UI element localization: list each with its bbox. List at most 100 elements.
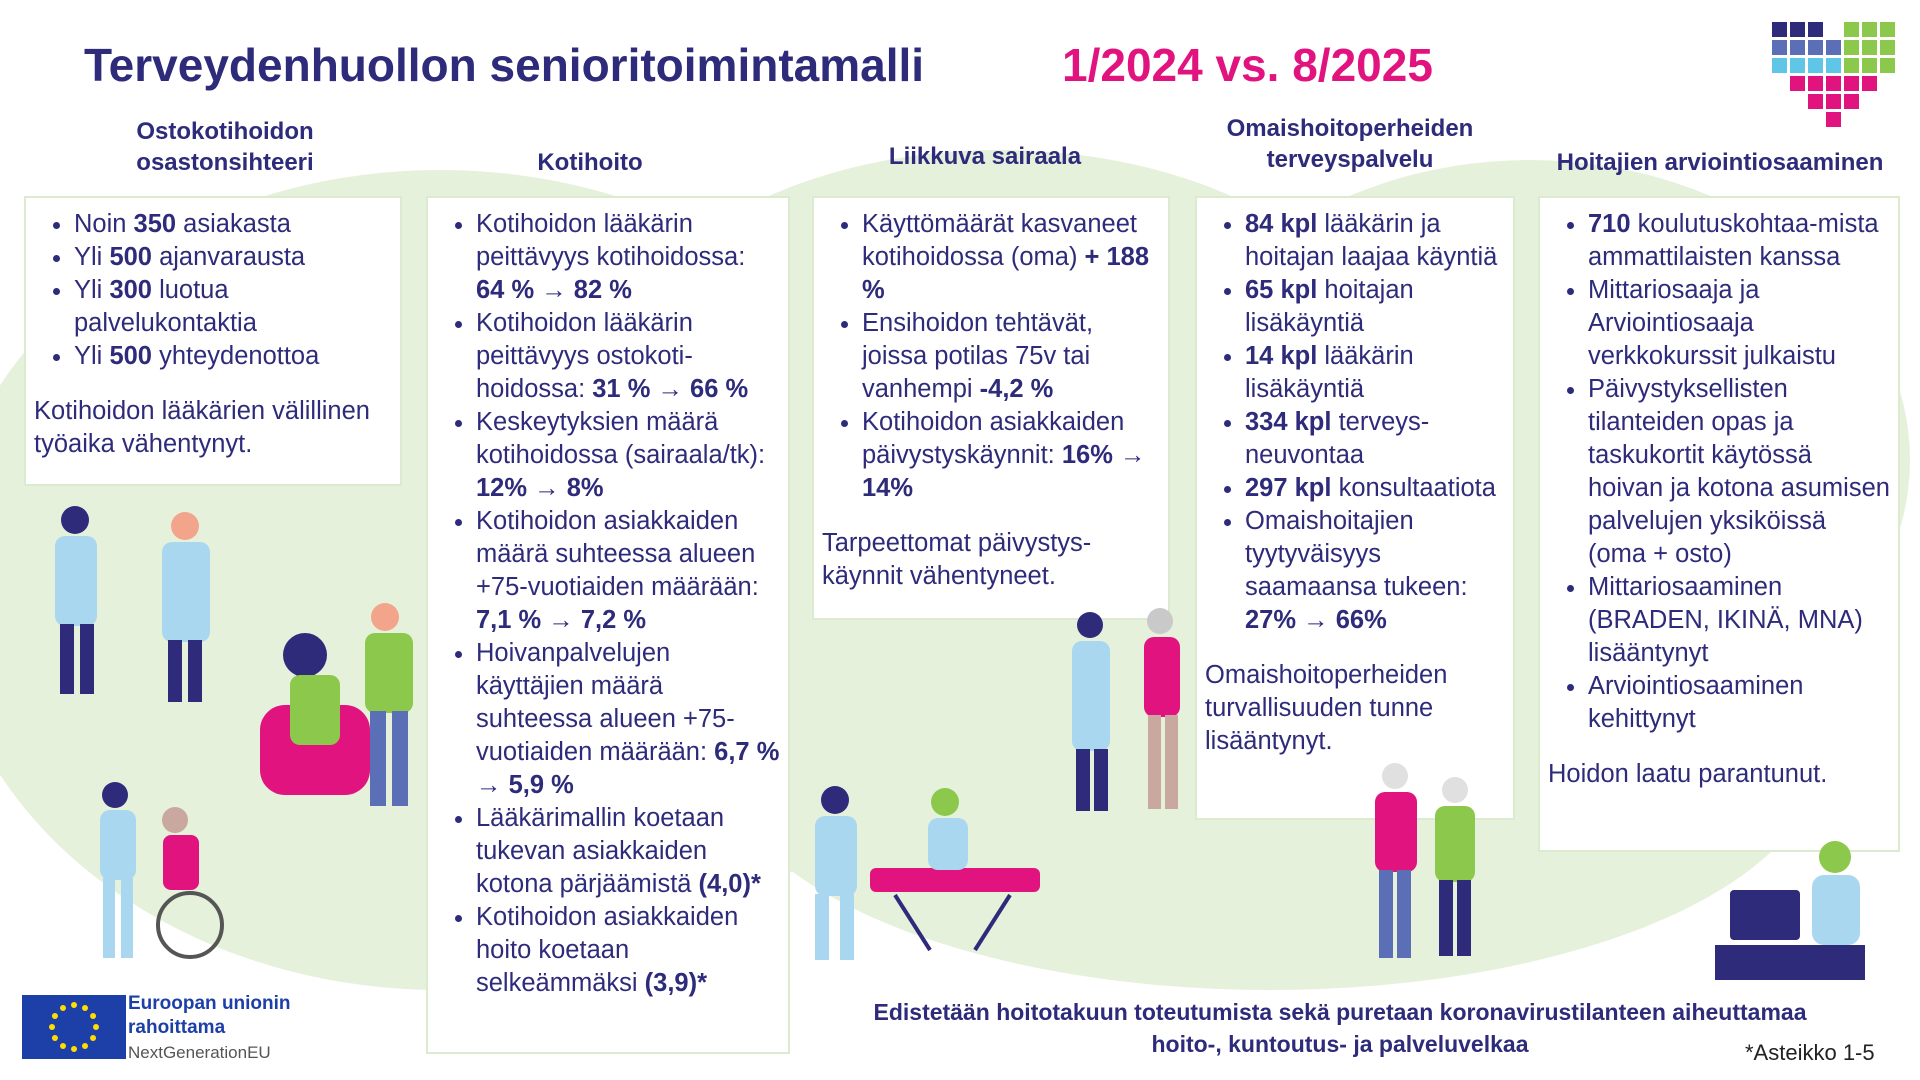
bullet-text: hoitajan lisäkäyntiä: [1245, 276, 1414, 337]
bullet-highlight: 710: [1588, 210, 1631, 238]
bullet-item: Kotihoidon asiakkaiden määrä suhteessa a…: [476, 505, 780, 637]
box-conclusion: Tarpeettomat päivystys-käynnit vähentyne…: [822, 529, 1092, 590]
logo-cell: [1826, 40, 1841, 55]
bullet-text: Yli: [74, 243, 110, 271]
bullet-text: terveys-neuvontaa: [1245, 408, 1430, 469]
bullet-highlight: -4,2 %: [979, 375, 1054, 403]
bullet-text: Kotihoidon asiakkaiden päivystyskäynnit:: [862, 408, 1125, 469]
bullet-item: Mittariosaaminen (BRADEN, IKINÄ, MNA) li…: [1588, 571, 1890, 670]
info-box-arviointiosaaminen: 710 koulutuskohtaa-mista ammattilaisten …: [1538, 196, 1900, 852]
bullet-text: Arviointiosaaminen kehittynyt: [1588, 672, 1804, 733]
bullet-highlight: 500: [109, 342, 152, 370]
eu-star: [93, 1024, 99, 1030]
bullet-text: ajanvarausta: [151, 243, 306, 271]
bullet-highlight: 7,1 % → 7,2 %: [476, 606, 647, 634]
column-heading-omaishoito: Omaishoitoperheiden terveyspalvelu: [1226, 115, 1474, 174]
eu-flag-icon: [22, 995, 126, 1059]
bullet-item: Omaishoitajien tyytyväisyys saamaansa tu…: [1245, 505, 1505, 637]
bullet-item: Hoivanpalvelujen käyttäjien määrä suhtee…: [476, 637, 780, 802]
bullet-item: 334 kpl terveys-neuvontaa: [1245, 406, 1505, 472]
logo-cell: [1808, 94, 1823, 109]
mobile-hospital-stretcher-illustration: [815, 786, 1040, 960]
eu-star: [71, 1046, 77, 1052]
bullet-text: Yli: [74, 276, 110, 304]
bullet-item: Ensihoidon tehtävät, joissa potilas 75v …: [862, 307, 1160, 406]
goal-statement: Edistetään hoitotakuun toteutumista sekä…: [873, 999, 1807, 1057]
bullet-text: Yli: [74, 342, 110, 370]
bullet-text: Päivystyksellisten tilanteiden opas ja t…: [1588, 375, 1890, 568]
logo-grid-heart-icon: [1772, 22, 1895, 127]
logo-cell: [1790, 22, 1805, 37]
logo-cell: [1844, 22, 1859, 37]
bullet-item: Keskeytyksien määrä kotihoidossa (sairaa…: [476, 406, 780, 505]
bullet-text: Omaishoitajien tyytyväisyys saamaansa tu…: [1245, 507, 1468, 601]
logo-cell: [1826, 76, 1841, 91]
bullet-item: Mittariosaaja ja Arviointiosaaja verkkok…: [1588, 274, 1890, 373]
bullet-item: Käyttömäärät kasvaneet kotihoidossa (oma…: [862, 208, 1160, 307]
logo-cell: [1880, 40, 1895, 55]
bullet-text: Hoivanpalvelujen käyttäjien määrä suhtee…: [476, 639, 735, 766]
bullet-highlight: 14 kpl: [1245, 342, 1318, 370]
bullet-item: Noin 350 asiakasta: [74, 208, 392, 241]
column-heading-kotihoito: Kotihoito: [537, 149, 643, 176]
bullet-highlight: 64 % → 82 %: [476, 276, 632, 304]
home-care-visit-illustration: [260, 603, 413, 806]
logo-cell: [1844, 94, 1859, 109]
info-box-liikkuva-sairaala: Käyttömäärät kasvaneet kotihoidossa (oma…: [812, 196, 1170, 620]
bullet-item: 14 kpl lääkärin lisäkäyntiä: [1245, 340, 1505, 406]
logo-cell: [1826, 94, 1841, 109]
bullet-highlight: 65 kpl: [1245, 276, 1318, 304]
bullet-item: Arviointiosaaminen kehittynyt: [1588, 670, 1890, 736]
bullet-item: Lääkärimallin koetaan tukevan asiakkaide…: [476, 802, 780, 901]
logo-cell: [1844, 40, 1859, 55]
bullet-item: Kotihoidon asiakkaiden hoito koetaan sel…: [476, 901, 780, 1000]
logo-cell: [1862, 58, 1877, 73]
box-conclusion: Omaishoitoperheiden turvallisuuden tunne…: [1205, 661, 1448, 755]
eu-stars-icon: [49, 1002, 99, 1052]
logo-cell: [1844, 76, 1859, 91]
logo-cell: [1808, 58, 1823, 73]
bullet-text: Käyttömäärät kasvaneet kotihoidossa (oma…: [862, 210, 1137, 271]
page-title: Terveydenhuollon senioritoimintamalli: [84, 39, 925, 91]
eu-star: [82, 1043, 88, 1050]
bullet-text: Lääkärimallin koetaan tukevan asiakkaide…: [476, 804, 725, 898]
logo-cell: [1862, 22, 1877, 37]
bullet-item: 297 kpl konsultaatiota: [1245, 472, 1505, 505]
bullet-item: Kotihoidon lääkärin peittävyys ostokoti-…: [476, 307, 780, 406]
logo-cell: [1772, 58, 1787, 73]
eu-star: [51, 1013, 58, 1019]
bullet-text: Kotihoidon asiakkaiden määrä suhteessa a…: [476, 507, 759, 601]
bullet-text: Mittariosaaja ja Arviointiosaaja verkkok…: [1588, 276, 1836, 370]
logo-cell: [1862, 76, 1877, 91]
bullet-text: koulutuskohtaa-mista ammattilaisten kans…: [1588, 210, 1879, 271]
logo-cell: [1826, 58, 1841, 73]
next-generation-eu-label: NextGenerationEU: [128, 1043, 271, 1062]
logo-cell: [1862, 40, 1877, 55]
eu-star: [60, 1004, 66, 1011]
bullet-highlight: (4,0)*: [698, 870, 761, 898]
bullet-text: Noin: [74, 210, 134, 238]
bullet-text: Ensihoidon tehtävät, joissa potilas 75v …: [862, 309, 1094, 403]
bullet-highlight: 16% → 14%: [862, 441, 1146, 502]
bullet-text: asiakasta: [176, 210, 291, 238]
bullet-text: Kotihoidon lääkärin peittävyys kotihoido…: [476, 210, 746, 271]
bullet-highlight: 84 kpl: [1245, 210, 1318, 238]
bullet-item: 710 koulutuskohtaa-mista ammattilaisten …: [1588, 208, 1890, 274]
box-conclusion: Kotihoidon lääkärien välillinen työaika …: [34, 397, 370, 458]
bullet-text: lääkärin lisäkäyntiä: [1245, 342, 1414, 403]
eu-star: [71, 1002, 77, 1008]
logo-cell: [1772, 22, 1787, 37]
logo-cell: [1844, 58, 1859, 73]
bullet-text: konsultaatiota: [1331, 474, 1496, 502]
logo-cell: [1880, 58, 1895, 73]
bullet-highlight: (3,9)*: [644, 969, 707, 997]
bullet-highlight: 350: [133, 210, 177, 238]
bullet-item: Yli 300 luotua palvelukontaktia: [74, 274, 392, 340]
bullet-text: Keskeytyksien määrä kotihoidossa (sairaa…: [476, 408, 766, 469]
page-period: 1/2024 vs. 8/2025: [1062, 39, 1433, 91]
logo-cell: [1790, 76, 1805, 91]
bullet-list: Noin 350 asiakastaYli 500 ajanvaraustaYl…: [34, 208, 392, 373]
scale-footnote: *Asteikko 1-5: [1745, 1040, 1875, 1065]
bullet-item: Kotihoidon lääkärin peittävyys kotihoido…: [476, 208, 780, 307]
eu-star: [51, 1035, 58, 1041]
